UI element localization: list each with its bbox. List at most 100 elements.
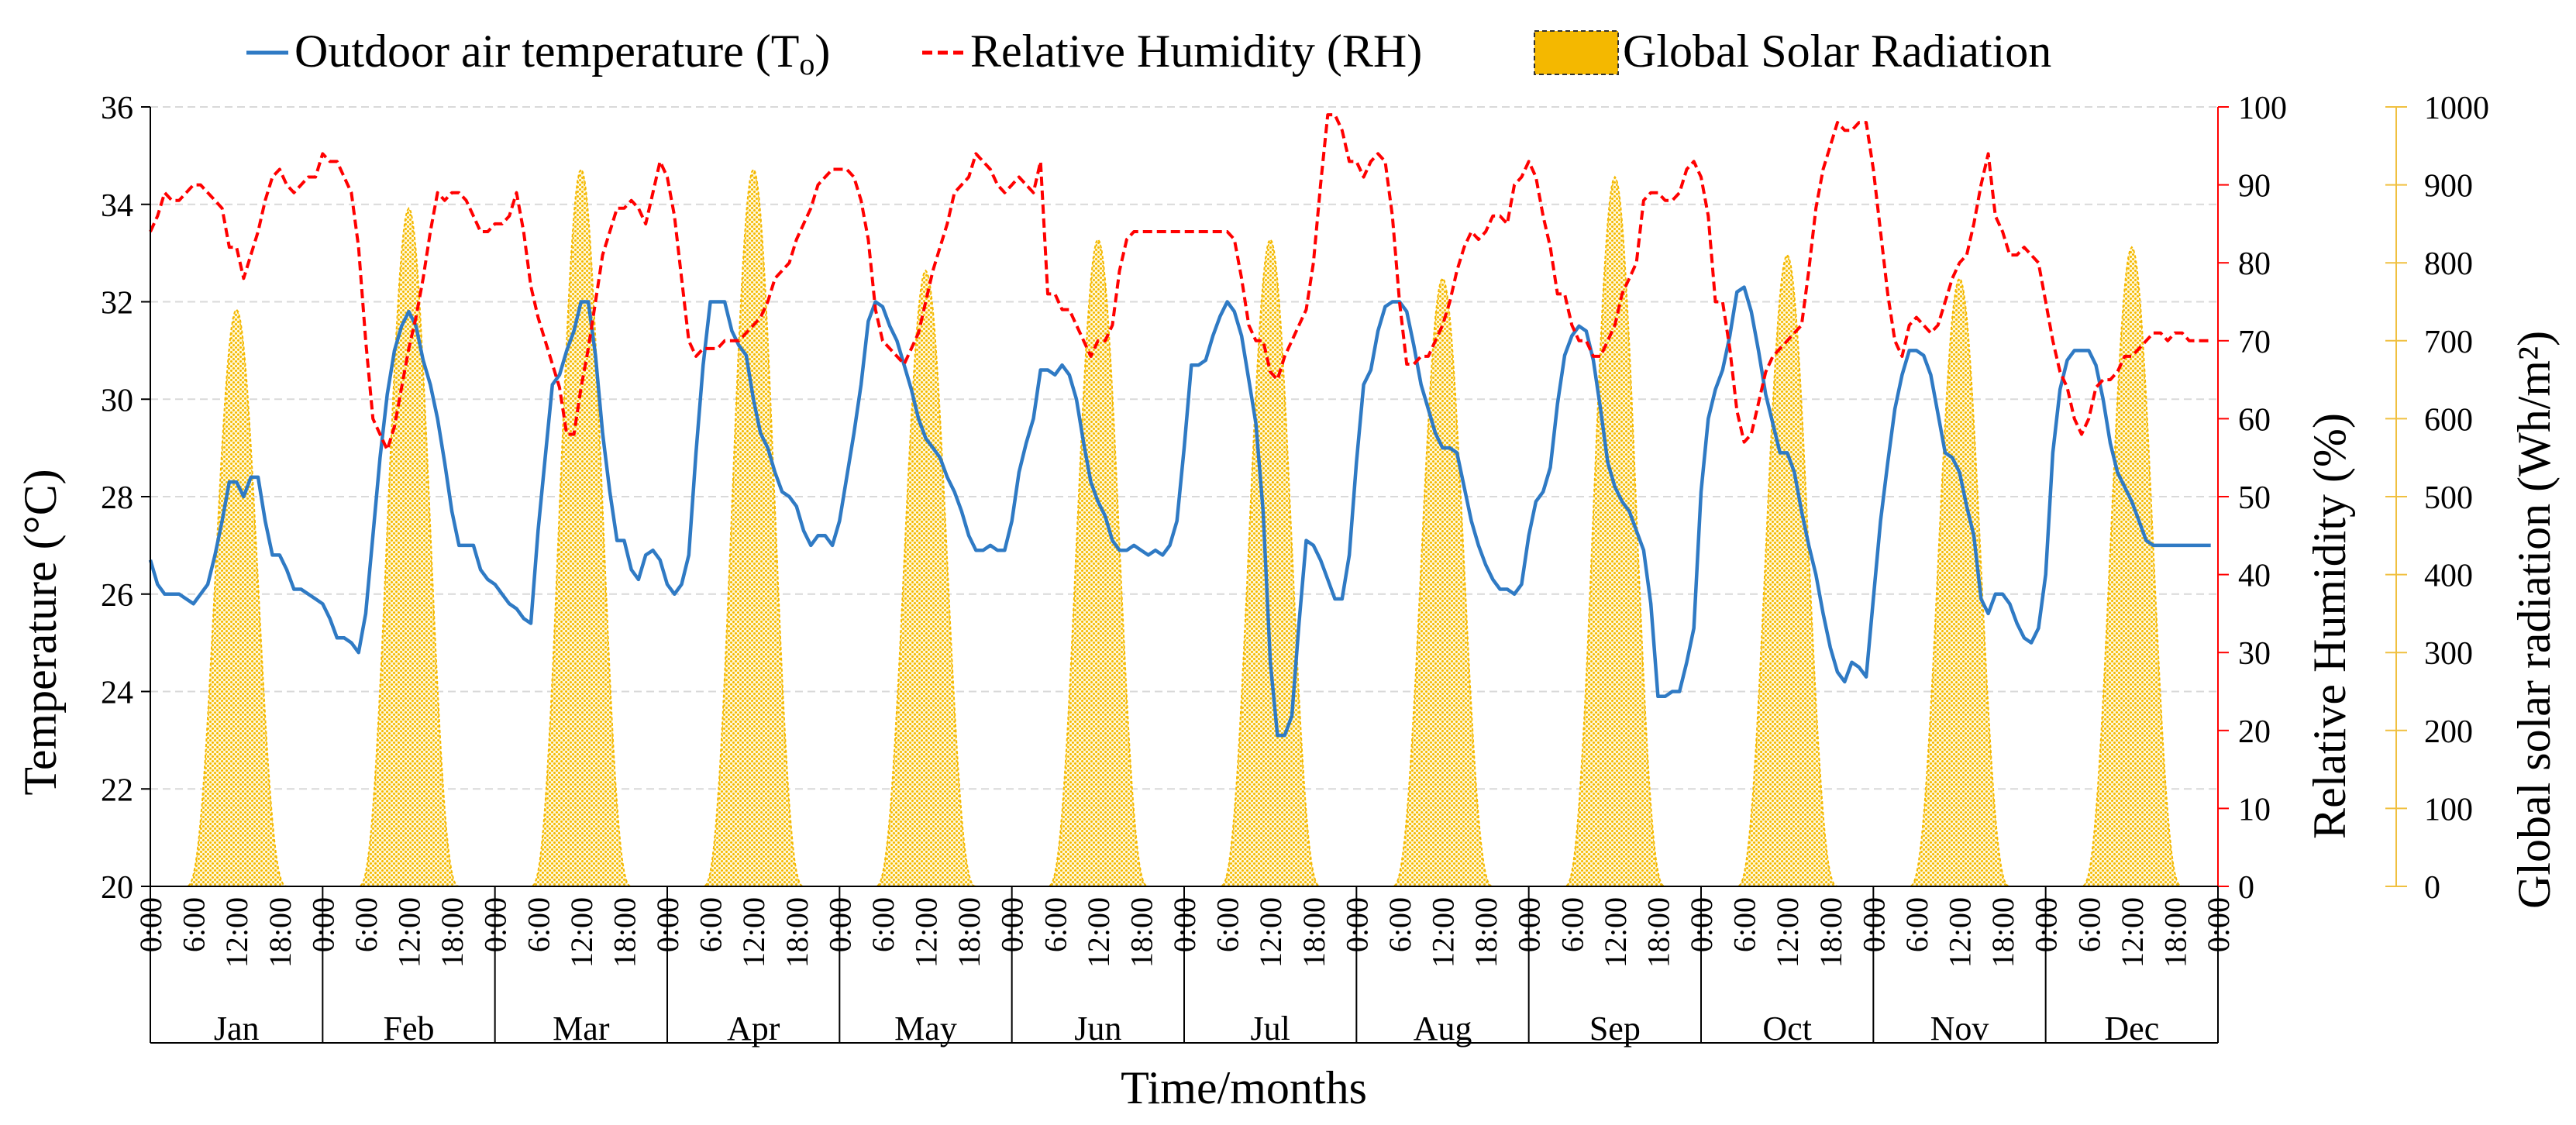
legend-item-solar: Global Solar Radiation [1534,26,2051,77]
legend-item-humidity: Relative Humidity (RH) [922,26,1422,77]
y-humidity-tick-label: 40 [2238,559,2271,594]
hour-tick-label: 0:00 [1339,897,1374,952]
y-humidity-tick-label: 80 [2238,246,2271,282]
hour-tick-label: 6:00 [866,897,901,952]
hour-tick-label: 18:00 [780,897,814,968]
legend-humidity-label: Relative Humidity (RH) [970,26,1422,77]
hour-tick-label: 18:00 [2158,897,2192,968]
month-label-jun: Jun [1074,1010,1121,1048]
y-solar-tick-label: 0 [2424,870,2440,906]
y-solar-tick-label: 100 [2424,792,2473,827]
hour-tick-label: 6:00 [1555,897,1589,952]
hour-tick-label: 18:00 [1641,897,1675,968]
month-label-mar: Mar [553,1010,610,1048]
solar-area-mar [494,167,667,887]
month-label-aug: Aug [1414,1010,1472,1048]
hour-tick-label: 18:00 [1813,897,1848,968]
y-solar-tick-label: 700 [2424,325,2473,360]
hour-tick-label: 0:00 [1856,897,1891,952]
hour-tick-label: 0:00 [1167,897,1202,952]
y-left-tick-label: 36 [101,91,133,126]
y-solar-tick-label: 200 [2424,714,2473,750]
y-left-tick-label: 28 [101,480,133,516]
hour-tick-label: 18:00 [263,897,298,968]
hour-tick-label: 12:00 [1943,897,1978,968]
y-solar-tick-label: 600 [2424,402,2473,438]
solar-area-may [839,269,1012,887]
y-left-tick-label: 32 [101,286,133,322]
hour-tick-label: 0:00 [822,897,857,952]
month-label-dec: Dec [2104,1010,2159,1048]
hour-tick-label: 18:00 [435,897,470,968]
hour-tick-label: 0:00 [1684,897,1719,952]
gridlines [150,106,2218,790]
hour-tick-label: 0:00 [650,897,685,952]
month-label-may: May [894,1010,957,1048]
y-axis-left-ticks: 20 22 24 26 28 30 32 34 36 [101,91,150,906]
y-axis-humidity-ticks: 0 10 20 30 40 50 60 70 80 90 100 [2218,91,2287,906]
month-label-apr: Apr [727,1010,780,1048]
hour-tick-label: 18:00 [1297,897,1331,968]
y-axis-solar-title: Global solar radiation (Wh/m²) [2509,331,2560,909]
hour-tick-label: 12:00 [1598,897,1633,968]
legend-solar-label: Global Solar Radiation [1623,26,2051,77]
hour-tick-label: 18:00 [1124,897,1159,968]
hour-tick-label: 12:00 [2115,897,2150,968]
solar-area-apr [667,167,840,887]
hour-tick-label: 0:00 [133,897,168,952]
legend-temperature-subscript: o [799,46,814,81]
hour-tick-label: 6:00 [694,897,728,952]
hour-tick-label: 0:00 [995,897,1030,952]
hour-tick-label: 0:00 [2201,897,2236,952]
hour-tick-label: 12:00 [219,897,254,968]
legend-solar-swatch [1534,30,1619,75]
hour-tick-label: 6:00 [1899,897,1934,952]
hour-tick-label: 0:00 [478,897,513,952]
hour-tick-label: 12:00 [1426,897,1461,968]
y-humidity-tick-label: 30 [2238,636,2271,672]
y-humidity-tick-label: 90 [2238,169,2271,205]
y-solar-tick-label: 800 [2424,246,2473,282]
y-humidity-tick-label: 10 [2238,792,2271,827]
hour-tick-label: 18:00 [1985,897,2020,968]
y-humidity-tick-label: 100 [2238,91,2287,126]
solar-area-nov [1873,277,2046,887]
hour-tick-label: 6:00 [177,897,212,952]
hour-tick-label: 6:00 [521,897,556,952]
y-left-tick-label: 26 [101,578,133,614]
month-label-oct: Oct [1762,1010,1812,1048]
solar-area-dec [2045,246,2218,887]
y-left-tick-label: 24 [101,676,133,711]
hour-tick-label: 0:00 [2029,897,2064,952]
temperature-line [148,285,2211,738]
hour-tick-label: 6:00 [2071,897,2106,952]
y-solar-tick-label: 500 [2424,480,2473,516]
legend-item-temperature: Outdoor air temperature (To) [246,26,830,81]
y-humidity-tick-label: 20 [2238,714,2271,750]
y-humidity-tick-label: 0 [2238,870,2254,906]
hour-tick-label: 12:00 [1770,897,1805,968]
y-solar-tick-label: 1000 [2424,91,2489,126]
temperature-series [148,285,2211,738]
y-axis-left-title: Temperature (°C) [15,469,66,795]
solar-area-jan [150,308,323,887]
hour-tick-label: 18:00 [1469,897,1503,968]
y-solar-tick-label: 300 [2424,636,2473,672]
legend-temperature-label: Outdoor air temperature (To) [294,26,830,81]
hour-tick-label: 12:00 [564,897,599,968]
hour-tick-label: 12:00 [1081,897,1116,968]
hour-tick-label: 12:00 [909,897,944,968]
solar-area-aug [1356,277,1529,887]
y-axis-solar-ticks: 0 100 200 300 400 500 600 700 800 900 1000 [2385,91,2489,906]
month-label-jul: Jul [1250,1010,1290,1048]
y-left-tick-label: 20 [101,870,133,906]
hour-tick-label: 12:00 [736,897,771,968]
hour-tick-label: 6:00 [1038,897,1073,952]
hour-tick-label: 0:00 [1512,897,1547,952]
y-left-tick-label: 22 [101,772,133,808]
x-axis-title: Time/months [1121,1062,1367,1113]
solar-series [150,167,2218,887]
y-humidity-tick-label: 60 [2238,402,2271,438]
